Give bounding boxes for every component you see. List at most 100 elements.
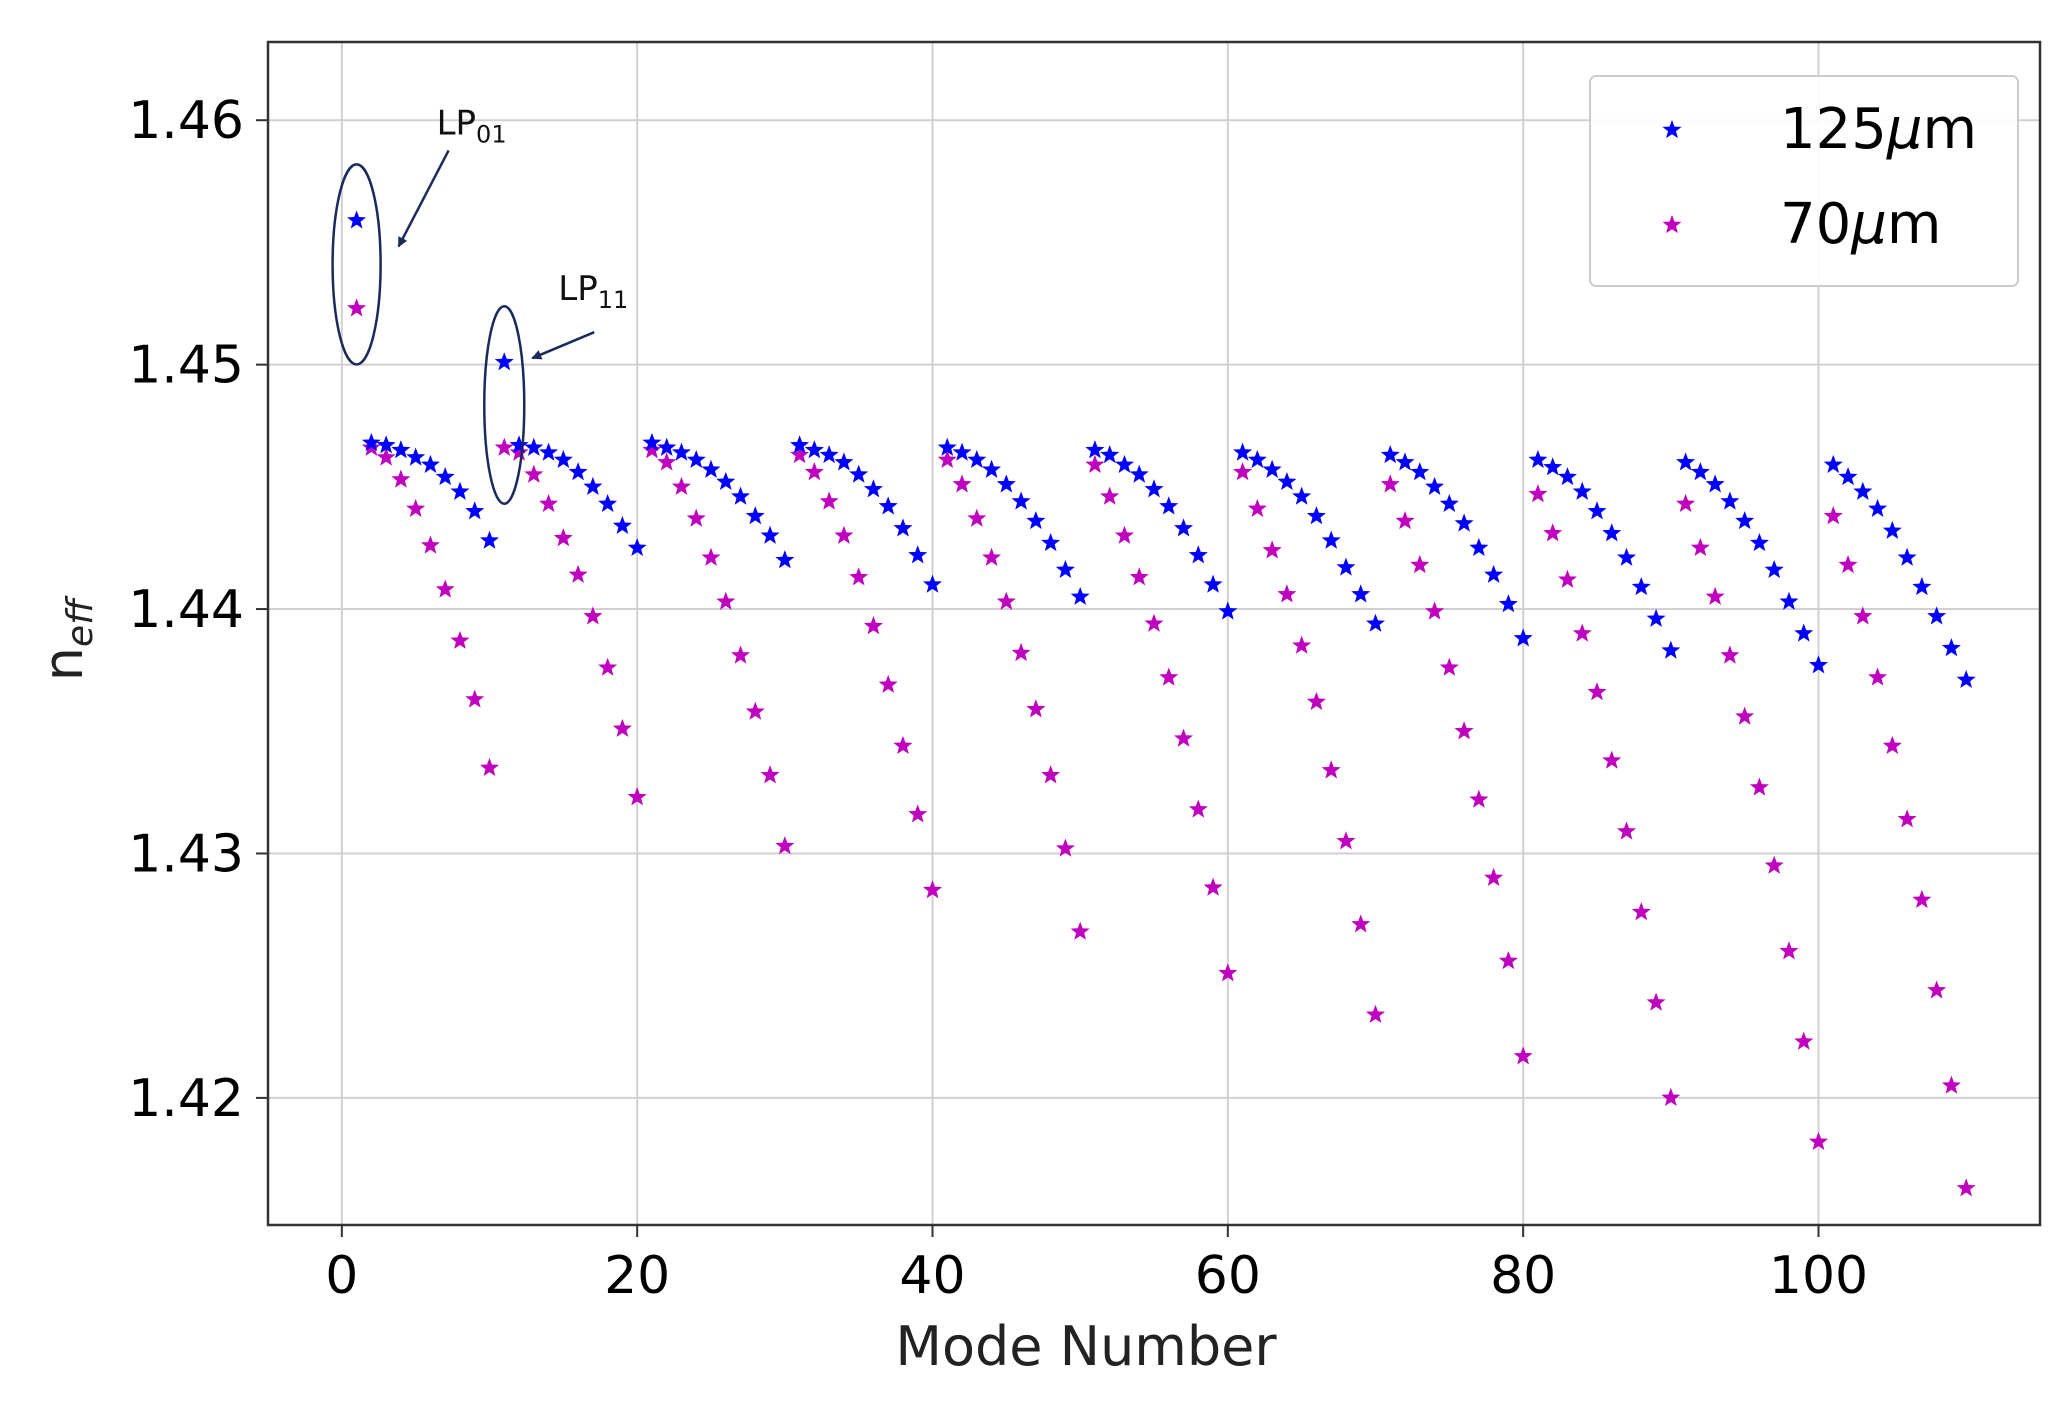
point-70um — [1587, 682, 1607, 701]
point-125um — [1351, 584, 1371, 603]
point-125um — [1439, 493, 1459, 513]
point-125um — [1720, 491, 1740, 510]
point-125um — [1233, 442, 1253, 461]
point-125um — [1011, 491, 1031, 510]
point-125um — [1174, 518, 1194, 537]
annotation-lp01: LP01 — [331, 103, 507, 366]
point-70um — [1513, 1046, 1533, 1065]
x-tick-label: 0 — [325, 1246, 358, 1306]
point-125um — [1469, 537, 1489, 557]
point-125um — [1572, 481, 1592, 500]
point-70um — [1528, 484, 1548, 503]
legend-box — [1589, 75, 2019, 287]
point-70um — [686, 508, 706, 527]
point-125um — [804, 440, 824, 459]
point-70um — [1365, 1004, 1386, 1023]
point-125um — [1543, 457, 1563, 476]
point-70um — [863, 616, 883, 635]
point-125um — [996, 474, 1016, 493]
point-125um — [1306, 506, 1326, 525]
point-125um — [1927, 606, 1947, 625]
point-125um — [1484, 564, 1504, 583]
point-125um — [1321, 530, 1341, 549]
point-125um — [1380, 445, 1400, 464]
point-125um — [1410, 462, 1430, 481]
point-125um — [1646, 608, 1666, 627]
point-125um — [539, 442, 559, 461]
point-70um — [1041, 765, 1061, 784]
point-70um — [612, 718, 632, 737]
x-tick-label: 80 — [1490, 1246, 1556, 1306]
point-125um — [1203, 574, 1223, 593]
point-70um — [1941, 1075, 1961, 1094]
point-125um — [1129, 464, 1149, 483]
point-70um — [1114, 525, 1134, 544]
point-125um — [1853, 481, 1873, 500]
legend-star — [1662, 120, 1682, 139]
point-70um — [553, 528, 573, 547]
point-125um — [1676, 452, 1696, 471]
point-125um — [347, 210, 367, 229]
point-70um — [1676, 493, 1696, 513]
point-125um — [450, 481, 470, 500]
point-125um — [819, 445, 839, 464]
point-125um — [391, 440, 411, 459]
point-70um — [1306, 691, 1326, 711]
point-70um — [479, 757, 500, 777]
point-125um — [893, 518, 913, 537]
point-125um — [1823, 454, 1843, 473]
point-125um — [1661, 640, 1681, 659]
point-70um — [465, 689, 485, 708]
point-125um — [790, 435, 810, 454]
point-70um — [819, 491, 839, 510]
point-70um — [1129, 567, 1149, 586]
point-70um — [1661, 1087, 1681, 1106]
x-tick-label: 40 — [899, 1246, 965, 1306]
point-70um — [1425, 601, 1445, 620]
point-125um — [1587, 501, 1607, 520]
point-70um — [1454, 721, 1474, 740]
point-125um — [1188, 545, 1208, 564]
annotation-lp01-arrow — [397, 149, 450, 248]
point-125um — [745, 506, 765, 525]
y-tick-label: 1.44 — [128, 580, 244, 640]
point-70um — [937, 449, 957, 469]
x-tick-label: 60 — [1195, 1246, 1261, 1306]
point-125um — [657, 437, 677, 456]
point-125um — [435, 467, 455, 486]
point-125um — [1897, 547, 1917, 566]
point-70um — [1631, 902, 1651, 921]
point-125um — [1602, 523, 1622, 542]
point-70um — [1085, 454, 1105, 473]
point-70um — [893, 735, 913, 755]
point-70um — [1100, 486, 1120, 505]
point-70um — [1218, 963, 1238, 982]
point-125um — [1041, 533, 1061, 552]
point-70um — [1808, 1131, 1829, 1150]
point-125um — [465, 501, 485, 520]
point-70um — [1927, 980, 1947, 999]
point-125um — [479, 530, 500, 549]
legend-label-70um: 70μm — [1780, 192, 1941, 257]
point-70um — [1380, 474, 1400, 493]
point-70um — [1912, 889, 1932, 909]
point-125um — [420, 454, 440, 473]
point-125um — [1247, 449, 1267, 469]
point-125um — [1764, 559, 1784, 579]
point-125um — [1070, 586, 1090, 605]
point-70um — [1749, 777, 1769, 796]
point-125um — [1528, 449, 1548, 469]
point-125um — [849, 464, 869, 483]
point-70um — [701, 547, 721, 566]
point-125um — [1941, 638, 1961, 657]
point-70um — [524, 464, 544, 483]
point-125um — [775, 550, 795, 569]
point-70um — [1292, 635, 1312, 654]
axis-ticks: 0 20 40 60 80 100 1.42 1.43 1.44 1.45 1.46 — [128, 91, 1868, 1306]
point-70um — [731, 645, 751, 664]
point-125um — [1617, 547, 1637, 566]
point-70um — [1764, 855, 1784, 874]
point-70um — [568, 564, 588, 583]
point-70um — [1395, 511, 1415, 530]
point-70um — [716, 591, 736, 610]
